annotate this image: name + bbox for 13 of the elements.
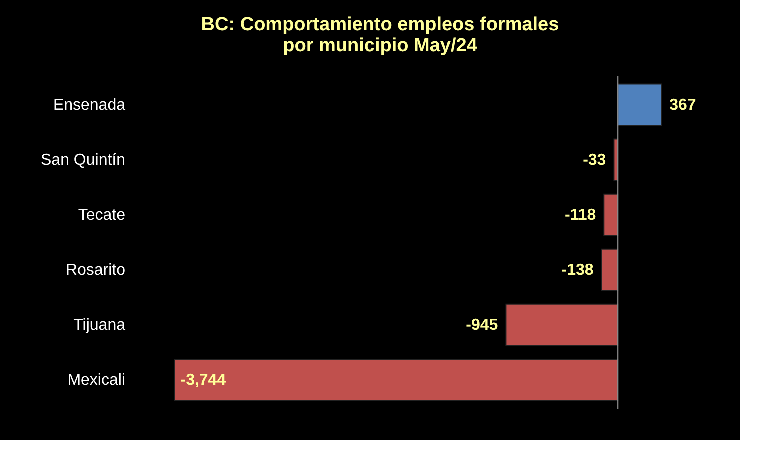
y-tick-label: Mexicali: [68, 372, 126, 390]
chart-title: BC: Comportamiento empleos formales por municipio May/24: [201, 14, 560, 56]
data-label: 367: [670, 96, 696, 114]
data-label: -118: [565, 206, 596, 224]
y-tick-label: Rosarito: [66, 262, 126, 280]
data-label: -33: [583, 152, 606, 169]
data-label: -3,744: [180, 372, 226, 390]
data-label: -138: [562, 262, 594, 280]
y-tick-label: Ensenada: [53, 96, 126, 114]
y-tick-label: Tecate: [78, 206, 126, 224]
y-tick-label: Tijuana: [74, 317, 126, 334]
data-label: -945: [466, 317, 498, 334]
y-tick-label: San Quintín: [41, 152, 126, 169]
